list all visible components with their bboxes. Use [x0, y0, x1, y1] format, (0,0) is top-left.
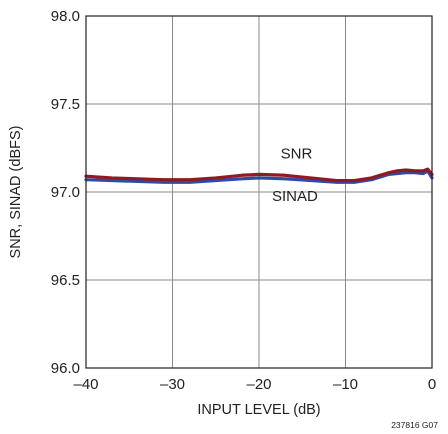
y-tick-label: 98.0	[51, 8, 80, 25]
x-tick-label: 0	[428, 376, 436, 393]
y-tick-labels: 96.0 96.5 97.0 97.5 98.0	[51, 8, 80, 377]
x-tick-label: –10	[333, 376, 358, 393]
x-tick-label: –40	[73, 376, 98, 393]
x-tick-label: –30	[160, 376, 185, 393]
figure-id: 237816 G07	[391, 420, 438, 430]
x-tick-labels: –40 –30 –20 –10 0	[73, 376, 436, 393]
y-tick-label: 97.0	[51, 184, 80, 201]
y-tick-label: 97.5	[51, 96, 80, 113]
plot-frame	[85, 15, 433, 369]
series-line-sinad	[84, 169, 434, 184]
series-line-snr	[84, 167, 434, 183]
y-tick-label: 96.5	[51, 272, 80, 289]
series-label-sinad: SINAD	[272, 188, 318, 205]
x-axis-label: INPUT LEVEL (dB)	[197, 402, 320, 418]
grid	[86, 16, 432, 368]
x-tick-label: –20	[246, 376, 271, 393]
series-labels: SNR SINAD	[272, 146, 318, 205]
y-tick-label: 96.0	[51, 360, 80, 377]
y-axis-label: SNR, SINAD (dBFS)	[8, 126, 24, 259]
series-label-snr: SNR	[281, 146, 313, 163]
series-layer	[84, 167, 434, 184]
